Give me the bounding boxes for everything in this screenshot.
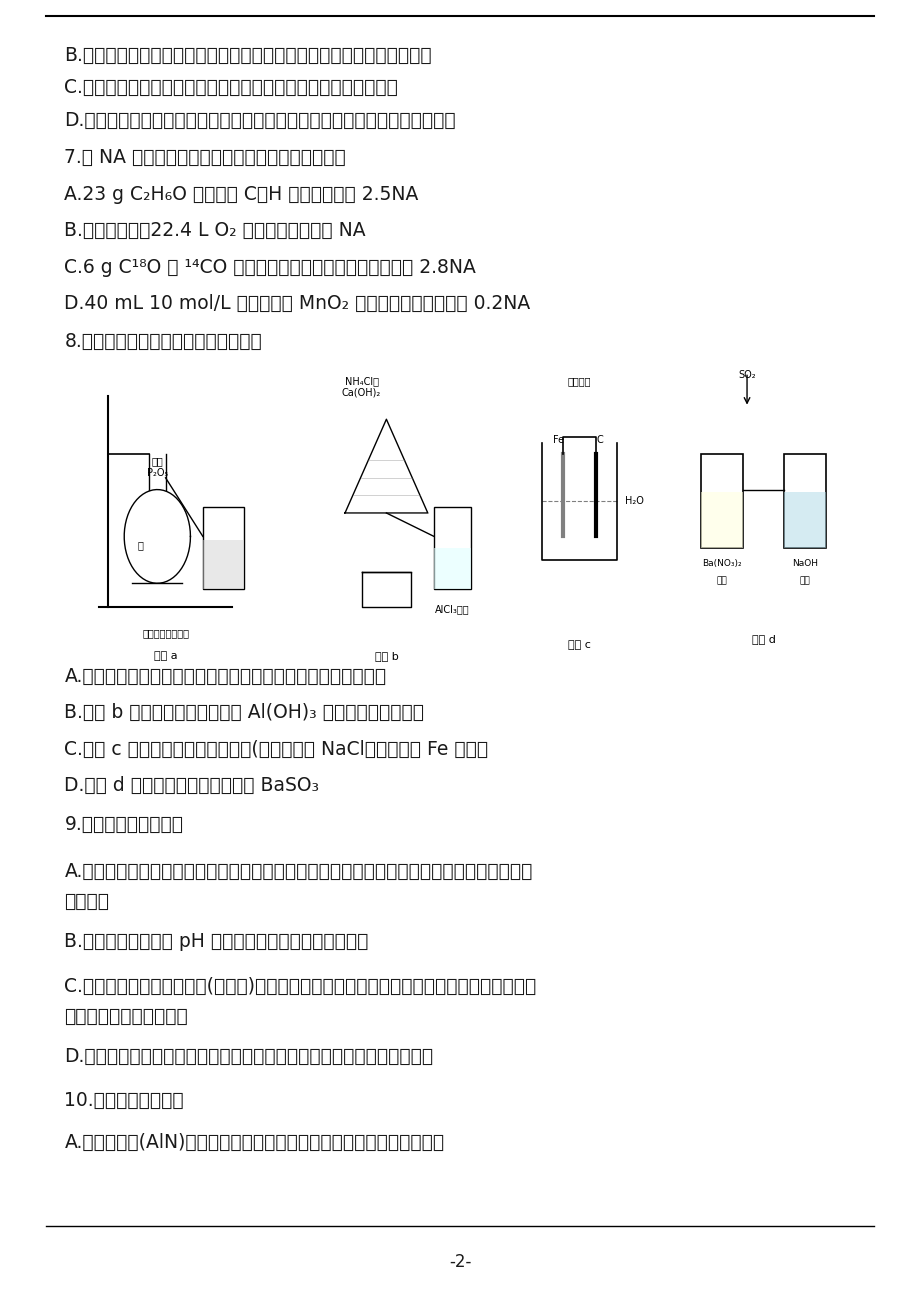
Text: H₂O: H₂O [625, 496, 643, 506]
Text: 7.设 NA 为阿伏加德罗常数的值，下列说法正确的是: 7.设 NA 为阿伏加德罗常数的值，下列说法正确的是 [64, 148, 346, 168]
Text: -2-: -2- [448, 1253, 471, 1271]
Bar [203, 540, 244, 589]
Text: C.浓硝酸、硝酸银溶液均应保存在棕色磨口玻璃塞的细口试剂瓶中: C.浓硝酸、硝酸银溶液均应保存在棕色磨口玻璃塞的细口试剂瓶中 [64, 78, 398, 98]
Text: Ba(NO₃)₂: Ba(NO₃)₂ [701, 559, 742, 568]
Text: 金属导线: 金属导线 [567, 376, 591, 387]
Text: C: C [596, 435, 603, 445]
Text: NH₄Cl和
Ca(OH)₂: NH₄Cl和 Ca(OH)₂ [342, 376, 380, 398]
Text: AlCl₃溶液: AlCl₃溶液 [435, 604, 470, 615]
Text: 科研成果: 科研成果 [64, 892, 109, 911]
Text: A.根据氮化铝(AlN)熔沸点很高、熔融状态下不导电可推测它是原子晶体: A.根据氮化铝(AlN)熔沸点很高、熔融状态下不导电可推测它是原子晶体 [64, 1133, 444, 1152]
Text: 酸性高锰酸钾溶液: 酸性高锰酸钾溶液 [142, 628, 189, 638]
Text: SO₂: SO₂ [737, 370, 755, 380]
Text: C.6 g C¹⁸O 和 ¹⁴CO 的混合物中所含电子、中子数目均为 2.8NA: C.6 g C¹⁸O 和 ¹⁴CO 的混合物中所含电子、中子数目均为 2.8NA [64, 258, 476, 277]
Text: C.只用新制氢氧化铜悬浊液(可加热)一种试剂，无法将乙酸、乙醇、甘油、乙酸甲酯、乙醛、: C.只用新制氢氧化铜悬浊液(可加热)一种试剂，无法将乙酸、乙醇、甘油、乙酸甲酯、… [64, 976, 536, 996]
Bar [784, 454, 825, 548]
Text: 装置 c: 装置 c [568, 639, 590, 650]
Text: 9.下列说法不正确的是: 9.下列说法不正确的是 [64, 815, 183, 835]
Text: B.可用加水溶解后测 pH 值的方法鉴别氯化钠与亚硝酸钠: B.可用加水溶解后测 pH 值的方法鉴别氯化钠与亚硝酸钠 [64, 932, 369, 952]
Bar [434, 548, 471, 589]
Text: Fe: Fe [552, 435, 564, 445]
Bar [701, 454, 743, 548]
Text: D.无水氯化钴呈蓝色，吸水会变为粉红色，可用于判断变色硅胶是否吸水: D.无水氯化钴呈蓝色，吸水会变为粉红色，可用于判断变色硅胶是否吸水 [64, 1047, 433, 1066]
Text: 装置 a: 装置 a [153, 651, 177, 661]
Text: B.不可直接用常温下的坩埚钳夹持灼烧后的坩锅并将其放在石棉网上冷却: B.不可直接用常温下的坩埚钳夹持灼烧后的坩锅并将其放在石棉网上冷却 [64, 46, 432, 65]
Text: 装置 b: 装置 b [374, 651, 398, 661]
Text: 装置 d: 装置 d [751, 634, 775, 644]
Text: D.可用过滤法将肥皂从反应液中分离出来，不可用减压过滤法过滤胶状沉淀物: D.可用过滤法将肥皂从反应液中分离出来，不可用减压过滤法过滤胶状沉淀物 [64, 111, 456, 130]
Text: D.装置 d 洗气瓶中可产生白色沉淀 BaSO₃: D.装置 d 洗气瓶中可产生白色沉淀 BaSO₃ [64, 776, 319, 796]
Bar [701, 492, 743, 548]
Text: 10.下列说法正确的是: 10.下列说法正确的是 [64, 1091, 184, 1111]
Bar [203, 506, 244, 589]
Text: B.常温常压下，22.4 L O₂ 气体的分子数小于 NA: B.常温常压下，22.4 L O₂ 气体的分子数小于 NA [64, 221, 366, 241]
Text: NaOH: NaOH [791, 559, 817, 568]
Text: C.装置 c 可形成原电池，鼓入空气(或加入少量 NaCl，均会加快 Fe 的腐蚀: C.装置 c 可形成原电池，鼓入空气(或加入少量 NaCl，均会加快 Fe 的腐… [64, 740, 488, 759]
Text: B.装置 b 能产生氨气，且能证明 Al(OH)₃ 白色沉淀不溶于氨水: B.装置 b 能产生氨气，且能证明 Al(OH)₃ 白色沉淀不溶于氨水 [64, 703, 424, 723]
Text: D.40 mL 10 mol/L 盐酸与足量 MnO₂ 共热，转移的电子数为 0.2NA: D.40 mL 10 mol/L 盐酸与足量 MnO₂ 共热，转移的电子数为 0… [64, 294, 530, 314]
Bar [434, 506, 471, 589]
Text: 溶液: 溶液 [716, 577, 727, 586]
Text: A.装置：能产生乙烯，且能证明乙烯能使酸性高锰酸钾溶液褪色: A.装置：能产生乙烯，且能证明乙烯能使酸性高锰酸钾溶液褪色 [64, 667, 386, 686]
Bar [784, 492, 825, 548]
Text: 溶液: 溶液 [799, 577, 810, 586]
Text: 8.下列实验设计与对应结论不正确的是: 8.下列实验设计与对应结论不正确的是 [64, 332, 262, 352]
Text: A.23 g C₂H₆O 分子中含 C－H 键数目一定为 2.5NA: A.23 g C₂H₆O 分子中含 C－H 键数目一定为 2.5NA [64, 185, 418, 204]
Text: 水: 水 [138, 540, 143, 551]
Text: A.青蒿素的提取及在医学上的应用、第一次人工合成蛋白质结晶牛胰岛素，都是中国化学家的: A.青蒿素的提取及在医学上的应用、第一次人工合成蛋白质结晶牛胰岛素，都是中国化学… [64, 862, 532, 881]
Text: 乙醇
P₂O₅: 乙醇 P₂O₅ [146, 456, 168, 478]
Text: 葡萄糖溶液一一鉴别出来: 葡萄糖溶液一一鉴别出来 [64, 1006, 188, 1026]
